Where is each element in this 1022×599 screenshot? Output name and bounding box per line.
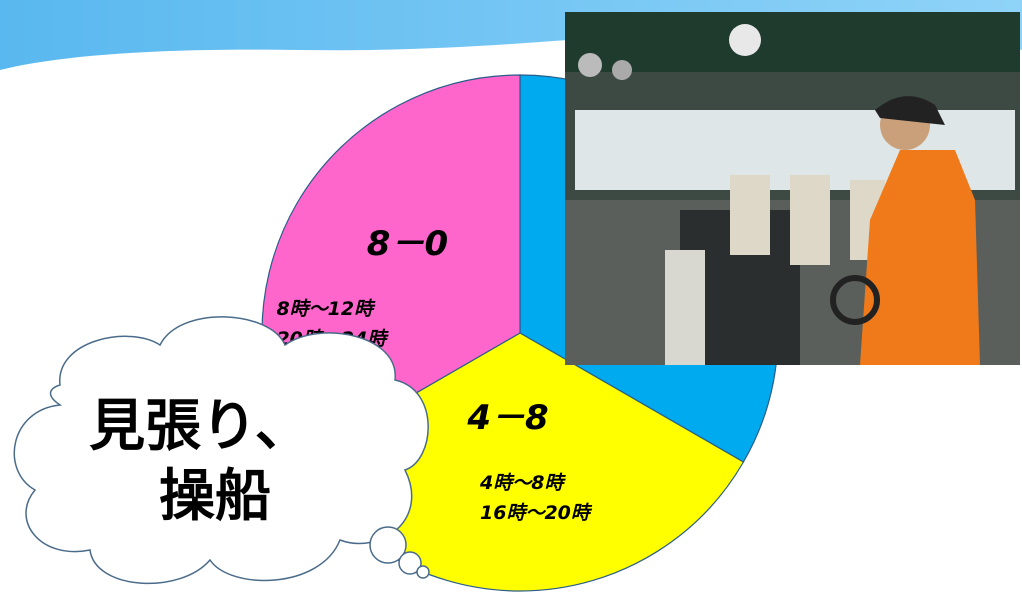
slice-hours: 4時～8時 [479, 472, 566, 494]
callout-line: 見張り、 [89, 394, 311, 459]
slice-hours: 16時～20時 [480, 502, 593, 524]
callout-line: 操船 [159, 464, 271, 529]
callout-cloud: 見張り、 操船 [13, 316, 430, 585]
slice-label: 8－0 [367, 224, 448, 264]
slice-label: 4－8 [466, 398, 548, 438]
slice-hours: 8時～12時 [276, 298, 376, 320]
photo [565, 12, 1020, 365]
